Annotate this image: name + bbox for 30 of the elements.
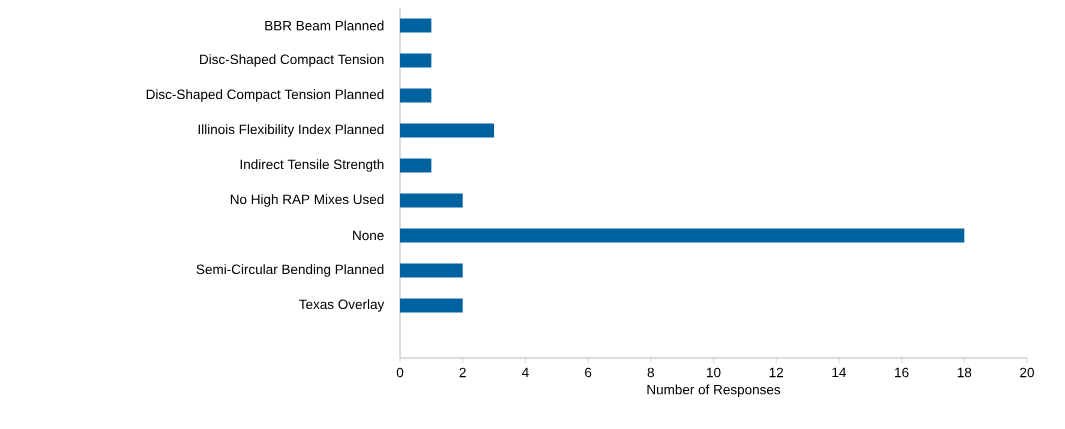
- y-tick-label: Illinois Flexibility Index Planned: [198, 124, 384, 137]
- y-tick-label: Semi-Circular Bending Planned: [196, 264, 384, 277]
- bar: [400, 193, 463, 208]
- x-tick-label: 20: [1020, 367, 1034, 378]
- x-tick-label: 18: [957, 367, 972, 378]
- x-tick-label: 8: [647, 367, 654, 378]
- y-tick-label: Indirect Tensile Strength: [240, 159, 384, 172]
- x-tick-label: 10: [707, 367, 721, 378]
- x-tick-label: 12: [769, 367, 784, 378]
- bar: [400, 228, 965, 243]
- bar: [400, 123, 495, 138]
- y-tick-label: Disc-Shaped Compact Tension: [200, 54, 384, 67]
- y-tick-label: None: [353, 230, 384, 241]
- x-axis-title: Number of Responses: [647, 384, 781, 398]
- bar: [400, 18, 432, 33]
- bar: [400, 158, 432, 173]
- bar: [400, 53, 432, 68]
- y-tick-label: BBR Beam Planned: [265, 20, 384, 31]
- x-tick-label: 0: [396, 367, 404, 378]
- y-tick-label: Disc-Shaped Compact Tension Planned: [146, 89, 384, 102]
- x-tick-label: 16: [895, 367, 909, 378]
- x-tick-label: 6: [585, 367, 592, 378]
- bar: [400, 88, 432, 103]
- bar: [400, 298, 463, 313]
- y-tick-label: No High RAP Mixes Used: [230, 194, 384, 207]
- bar: [400, 263, 463, 278]
- y-tick-label: Texas Overlay: [299, 299, 385, 312]
- x-tick-label: 14: [832, 367, 847, 377]
- x-tick-label: 2: [459, 367, 466, 378]
- x-tick-label: 4: [521, 367, 529, 377]
